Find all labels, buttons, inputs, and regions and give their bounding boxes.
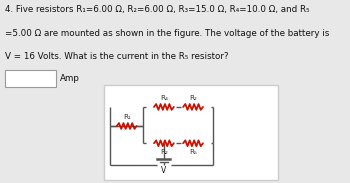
Text: R₂: R₂ <box>189 95 197 101</box>
Text: =5.00 Ω are mounted as shown in the figure. The voltage of the battery is: =5.00 Ω are mounted as shown in the figu… <box>5 29 329 38</box>
Text: R₂: R₂ <box>160 149 168 155</box>
FancyBboxPatch shape <box>104 85 278 180</box>
Text: R₅: R₅ <box>189 149 197 155</box>
Text: 4. Five resistors R₁=6.00 Ω, R₂=6.00 Ω, R₃=15.0 Ω, R₄=10.0 Ω, and R₅: 4. Five resistors R₁=6.00 Ω, R₂=6.00 Ω, … <box>5 5 310 14</box>
Text: Amp: Amp <box>61 74 80 83</box>
Text: V: V <box>161 166 167 175</box>
Text: R₄: R₄ <box>160 95 168 101</box>
FancyBboxPatch shape <box>5 70 56 87</box>
Text: R₁: R₁ <box>123 114 131 120</box>
Text: V = 16 Volts. What is the current in the R₅ resistor?: V = 16 Volts. What is the current in the… <box>5 53 229 61</box>
